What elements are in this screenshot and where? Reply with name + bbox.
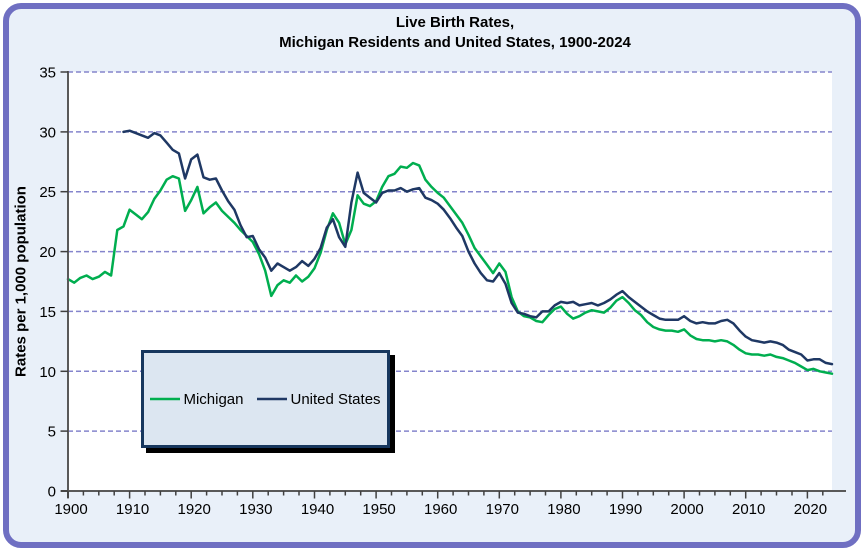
y-tick-label-15: 15 <box>39 304 56 321</box>
chart-title: Live Birth Rates, Michigan Residents and… <box>90 13 820 53</box>
x-tick-label-1910: 1910 <box>116 501 149 518</box>
y-tick-label-5: 5 <box>48 424 56 441</box>
michigan-series-line <box>66 161 834 375</box>
x-tick-label-1960: 1960 <box>424 501 457 518</box>
us-legend-swatch <box>257 397 288 401</box>
x-tick-label-1930: 1930 <box>239 501 272 518</box>
x-tick-label-1940: 1940 <box>301 501 334 518</box>
x-tick-label-2010: 2010 <box>732 501 765 518</box>
x-tick-label-1920: 1920 <box>178 501 211 518</box>
x-tick-label-1980: 1980 <box>547 501 580 518</box>
legend-item-united-states: United States <box>257 390 381 408</box>
us-legend-label: United States <box>290 390 381 408</box>
y-tick-label-20: 20 <box>39 244 56 261</box>
x-tick-label-2020: 2020 <box>794 501 827 518</box>
x-tick-label-1970: 1970 <box>486 501 519 518</box>
legend-item-michigan: Michigan <box>150 391 243 408</box>
michigan-legend-swatch <box>150 397 181 401</box>
y-tick-label-0: 0 <box>48 484 56 501</box>
x-tick-label-2000: 2000 <box>670 501 703 518</box>
y-tick-label-30: 30 <box>39 124 56 141</box>
michigan-legend-label: Michigan <box>183 390 244 408</box>
chart-title-line1: Live Birth Rates, <box>395 14 515 31</box>
y-tick-label-25: 25 <box>39 184 56 201</box>
united-states-series-line <box>122 129 834 366</box>
x-tick-label-1900: 1900 <box>54 501 87 518</box>
y-tick-label-35: 35 <box>39 65 56 82</box>
x-tick-label-1950: 1950 <box>362 501 395 518</box>
x-tick-label-1990: 1990 <box>609 501 642 518</box>
chart-title-line2: Michigan Residents and United States, 19… <box>279 34 631 51</box>
legend: Michigan United States <box>141 350 390 448</box>
y-tick-label-10: 10 <box>39 364 56 381</box>
y-axis-title: Rates per 1,000 population <box>12 186 30 377</box>
